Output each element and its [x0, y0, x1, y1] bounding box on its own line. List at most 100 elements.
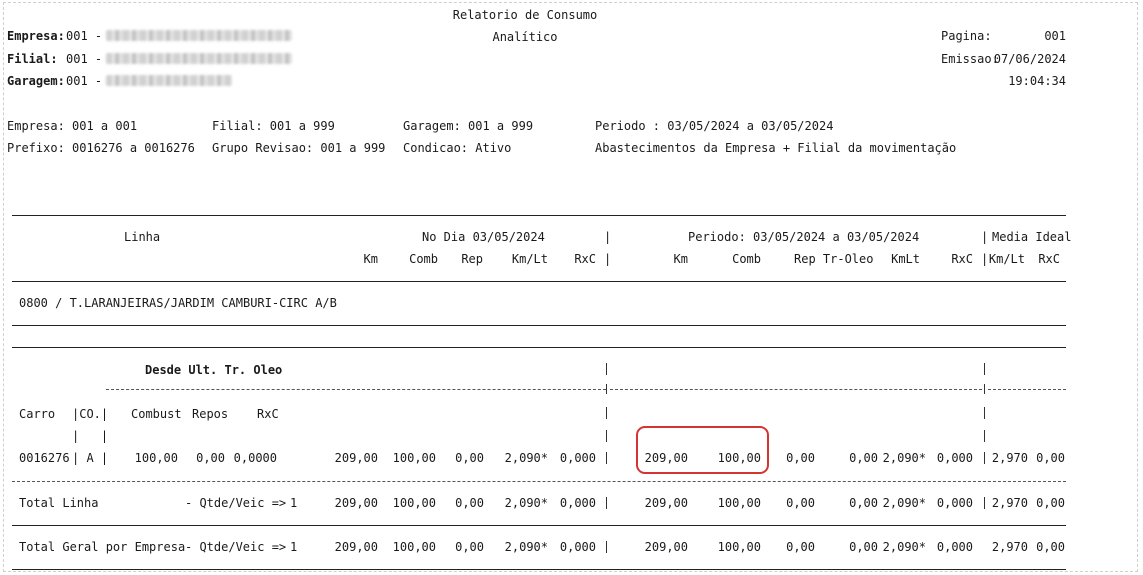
- column-separator: [606, 407, 607, 419]
- dashed-divider: [12, 481, 1066, 482]
- total-linha-media-rxc: 0,00: [1036, 496, 1065, 510]
- vehicle-dia-rxc: 0,000: [559, 451, 596, 465]
- column-separator: [606, 363, 607, 375]
- divider: [12, 347, 1066, 348]
- col-comb: Comb: [409, 252, 438, 266]
- total-geral-periodo-kmlt: 2,090*: [882, 540, 926, 554]
- total-linha-periodo-troleo: 0,00: [849, 496, 878, 510]
- emission-time: 19:04:34: [1008, 74, 1066, 88]
- pagina-label: Pagina:: [941, 29, 992, 43]
- column-separator: [606, 541, 607, 553]
- dashed-divider: [988, 389, 1066, 390]
- col-kmlt: Km/Lt: [511, 252, 548, 266]
- report-page: [3, 2, 1138, 572]
- total-linha-periodo-comb: 100,00: [717, 496, 761, 510]
- col-separator: |: [604, 230, 612, 244]
- pagina-value: 001: [1044, 29, 1066, 43]
- filter-grupo-revisao: Grupo Revisao: 001 a 999: [212, 141, 386, 155]
- redacted-text: [106, 53, 292, 64]
- total-geral-dia-kmlt: 2,090*: [504, 540, 548, 554]
- column-separator: [606, 384, 607, 394]
- report-subtitle: Analítico: [492, 30, 558, 44]
- total-linha-periodo-km: 209,00: [644, 496, 688, 510]
- col-media-ideal: Media Ideal: [992, 230, 1072, 244]
- divider: [12, 525, 1066, 526]
- divider: [12, 281, 1066, 282]
- total-geral-dia-rxc: 0,000: [559, 540, 596, 554]
- filial-value: 001 -: [66, 52, 103, 66]
- col-periodo: Periodo: 03/05/2024 a 03/05/2024: [688, 230, 920, 244]
- column-separator: [984, 363, 985, 375]
- vehicle-periodo-kmlt: 2,090*: [882, 451, 926, 465]
- vehicle-dia-km: 209,00: [334, 451, 378, 465]
- vehicle-dia-comb: 100,00: [392, 451, 436, 465]
- col-repos: Repos: [192, 407, 229, 421]
- total-linha-dia-km: 209,00: [334, 496, 378, 510]
- col-media-kmlt: Km/Lt: [988, 252, 1025, 266]
- filter-periodo: Periodo : 03/05/2024 a 03/05/2024: [595, 119, 834, 133]
- dashed-divider: [610, 389, 982, 390]
- total-geral-dia-km: 209,00: [334, 540, 378, 554]
- col-periodo-kmlt: KmLt: [891, 252, 920, 266]
- column-separator: [984, 384, 985, 394]
- col-rep-troleo: Rep Tr-Oleo: [794, 252, 874, 266]
- vehicle-dia-kmlt: 2,090*: [504, 451, 548, 465]
- total-linha-qtde: - Qtde/Veic =>: [185, 496, 287, 510]
- col-rxc-oleo: RxC: [257, 407, 279, 421]
- col-carro: Carro: [19, 407, 56, 421]
- total-geral-qtde: - Qtde/Veic =>: [185, 540, 287, 554]
- filial-label: Filial:: [7, 52, 58, 66]
- vehicle-periodo-troleo: 0,00: [849, 451, 878, 465]
- report-title: Relatorio de Consumo: [452, 8, 598, 22]
- dashed-divider: [106, 389, 606, 390]
- total-geral-dia-rep: 0,00: [455, 540, 484, 554]
- column-separator: [606, 430, 607, 442]
- empresa-value: 001 -: [66, 29, 103, 43]
- column-separator: [984, 497, 985, 509]
- desde-ult-tr-oleo: Desde Ult. Tr. Oleo: [145, 363, 283, 377]
- garagem-label: Garagem:: [7, 74, 65, 88]
- vehicle-rxc: 0,0000: [233, 451, 277, 465]
- col-periodo-comb: Comb: [732, 252, 761, 266]
- vehicle-repos: 0,00: [196, 451, 225, 465]
- total-linha-dia-comb: 100,00: [392, 496, 436, 510]
- vehicle-periodo-rep: 0,00: [786, 451, 815, 465]
- total-linha-periodo-kmlt: 2,090*: [882, 496, 926, 510]
- col-rep: Rep: [461, 252, 483, 266]
- col-no-dia: No Dia 03/05/2024: [422, 230, 545, 244]
- total-geral-qtde-value: 1: [290, 540, 298, 554]
- col-separator: |: [981, 252, 989, 266]
- column-separator: [984, 452, 985, 464]
- divider: [12, 569, 1066, 570]
- total-linha-dia-kmlt: 2,090*: [504, 496, 548, 510]
- total-linha-dia-rep: 0,00: [455, 496, 484, 510]
- co-pipes: | |: [72, 429, 109, 443]
- filter-empresa: Empresa: 001 a 001: [7, 119, 138, 133]
- total-geral-periodo-rxc: 0,000: [936, 540, 973, 554]
- emissao-value: 07/06/2024: [993, 52, 1066, 66]
- vehicle-media-rxc: 0,00: [1036, 451, 1065, 465]
- vehicle-carro: 0016276: [19, 451, 70, 465]
- column-separator: [984, 430, 985, 442]
- total-linha-periodo-rxc: 0,000: [936, 496, 973, 510]
- filter-garagem: Garagem: 001 a 999: [403, 119, 534, 133]
- total-geral-dia-comb: 100,00: [392, 540, 436, 554]
- total-linha-label: Total Linha: [19, 496, 99, 510]
- vehicle-combust: 100,00: [134, 451, 178, 465]
- redacted-text: [106, 30, 292, 41]
- total-geral-media-rxc: 0,00: [1036, 540, 1065, 554]
- total-geral-periodo-troleo: 0,00: [849, 540, 878, 554]
- vehicle-periodo-rxc: 0,000: [936, 451, 973, 465]
- filter-prefixo: Prefixo: 0016276 a 0016276: [7, 141, 195, 155]
- total-geral-periodo-km: 209,00: [644, 540, 688, 554]
- column-separator: [606, 452, 607, 464]
- divider: [12, 325, 1066, 326]
- filter-abastecimentos: Abastecimentos da Empresa + Filial da mo…: [595, 141, 957, 155]
- total-geral-media-kmlt: 2,970: [991, 540, 1028, 554]
- garagem-value: 001 -: [66, 74, 103, 88]
- filter-filial: Filial: 001 a 999: [212, 119, 335, 133]
- col-periodo-km: Km: [673, 252, 688, 266]
- col-periodo-rxc: RxC: [951, 252, 973, 266]
- vehicle-periodo-km: 209,00: [644, 451, 688, 465]
- linha-row: 0800 / T.LARANJEIRAS/JARDIM CAMBURI-CIRC…: [19, 296, 337, 310]
